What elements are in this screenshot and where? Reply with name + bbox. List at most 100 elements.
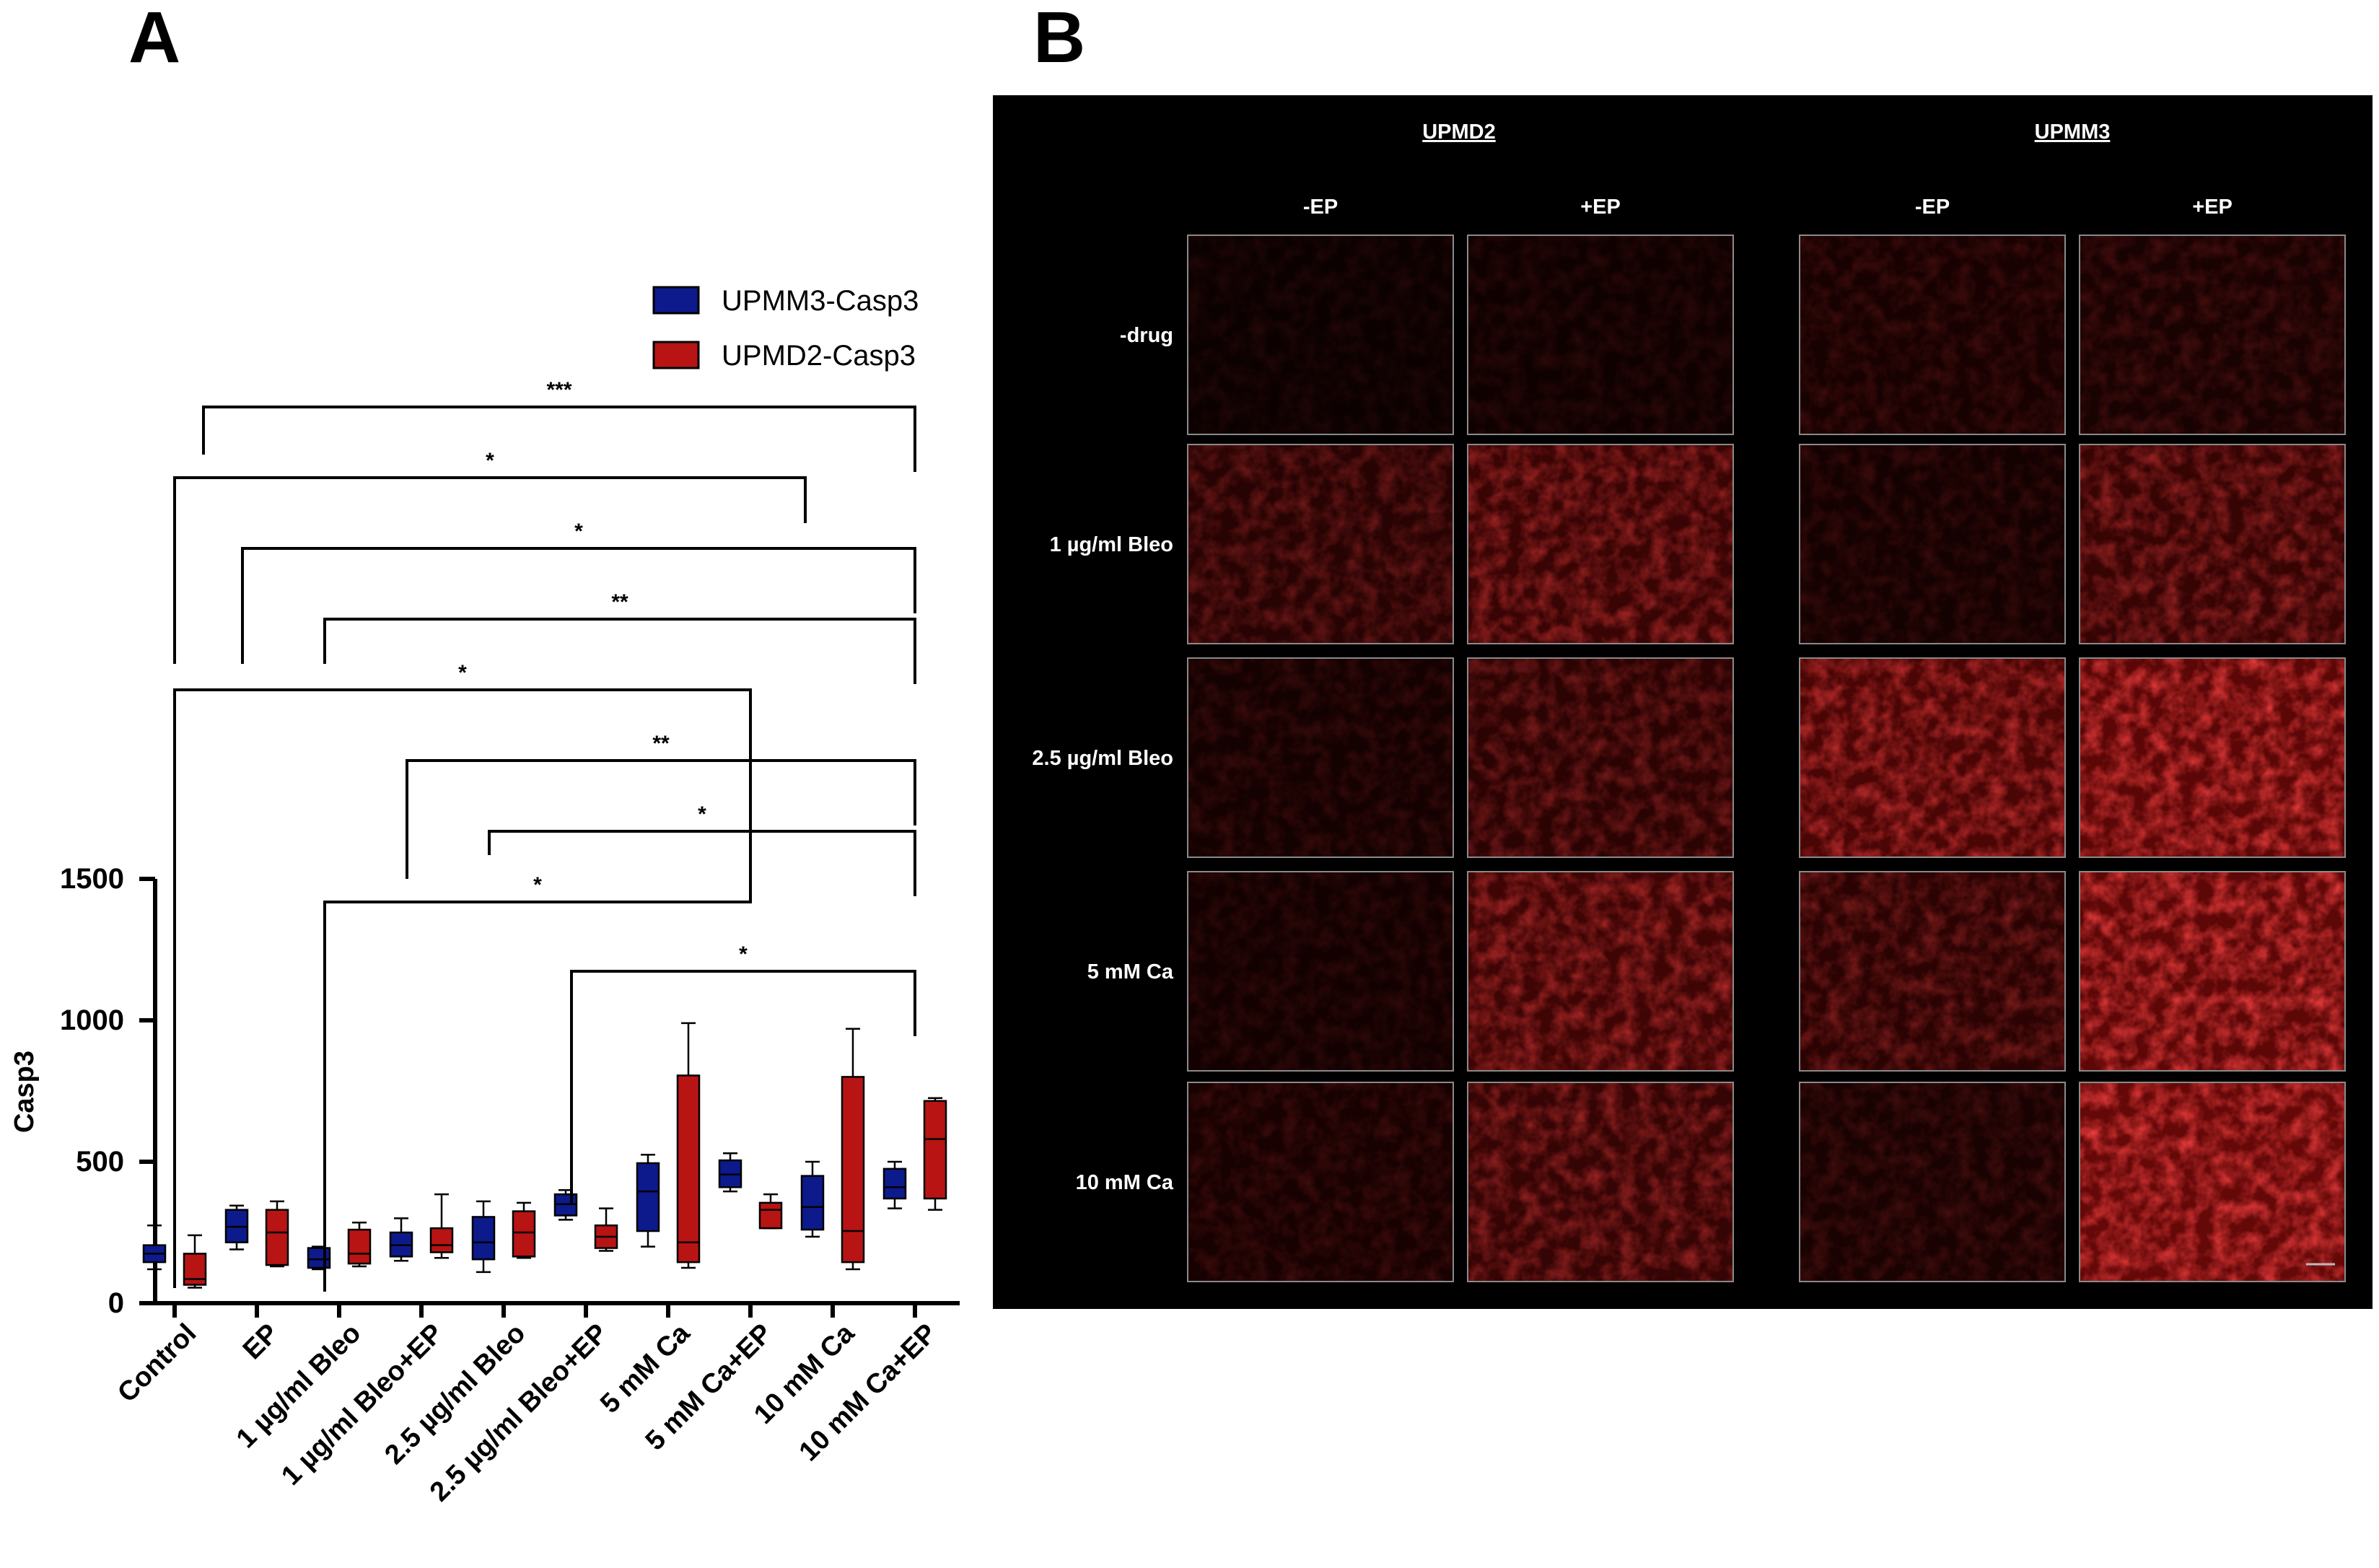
significance-label: ** <box>652 732 670 755</box>
tile-border <box>2079 871 2346 1072</box>
micrograph-tile <box>2079 235 2346 435</box>
legend: UPMM3-Casp3 UPMD2-Casp3 <box>652 285 919 372</box>
tile-border <box>2079 235 2346 435</box>
box-upmm3 <box>553 1188 578 1221</box>
tile-border <box>1799 235 2066 435</box>
x-tick-label: 2.5 µg/ml Bleo <box>379 1318 531 1471</box>
tile-border <box>1187 235 1454 435</box>
legend-swatch <box>652 341 700 369</box>
micrograph-panel: UPMD2 -EP +EP UPMM3 -EP +EP -drug 1 µg/ml Bleo 2… <box>993 95 2373 1309</box>
bracket-line <box>488 830 916 896</box>
y-tick-label: 500 <box>76 1146 124 1178</box>
micrograph-tile <box>1799 1082 2066 1282</box>
bracket-line <box>202 406 916 472</box>
tile-stain-texture <box>1188 658 1453 857</box>
significance-label: * <box>486 449 494 473</box>
row-label: 5 mM Ca <box>1087 960 1174 984</box>
bracket-line <box>173 688 752 1288</box>
micrograph-tile <box>1187 444 1454 644</box>
column-header: +EP <box>2192 196 2233 219</box>
tile-stain-texture <box>1468 444 1733 644</box>
group-title: UPMD2 <box>1422 121 1496 144</box>
box-upmd2 <box>512 1201 536 1259</box>
micrograph-tile <box>1187 871 1454 1072</box>
micrograph-tile <box>1799 444 2066 644</box>
tile-stain-texture <box>2080 1082 2345 1282</box>
tile-border <box>1187 657 1454 858</box>
box-iqr <box>429 1227 454 1253</box>
significance-bracket: * <box>570 942 916 1205</box>
micrograph-tile <box>1467 871 1734 1072</box>
tile-border <box>1467 235 1734 435</box>
micrograph-tile <box>1187 657 1454 858</box>
box-upmm3 <box>718 1152 742 1193</box>
tile-stain-texture <box>1468 658 1733 857</box>
significance-label: ** <box>611 590 628 614</box>
tile-stain-texture <box>1800 444 2065 644</box>
bracket-line <box>323 618 916 684</box>
box-iqr <box>512 1210 536 1258</box>
y-ticks: 0 500 1000 1500 <box>60 863 155 1319</box>
box-upmm3 <box>224 1204 249 1251</box>
tile-stain-texture <box>1800 658 2065 857</box>
box-upmm3 <box>389 1217 413 1262</box>
tile-border <box>1467 871 1734 1072</box>
tile-border <box>2079 444 2346 644</box>
micrograph-tile <box>1799 235 2066 435</box>
tile-stain-texture <box>1188 444 1453 644</box>
column-header: +EP <box>1580 196 1621 219</box>
box-upmd2 <box>347 1222 372 1268</box>
significance-bracket: * <box>323 736 752 1292</box>
micrograph-tile <box>2079 657 2346 858</box>
tile-stain-texture <box>2080 872 2345 1071</box>
y-tick-label: 0 <box>108 1287 124 1319</box>
group-title: UPMM3 <box>2035 121 2111 144</box>
significance-label: *** <box>546 378 571 402</box>
micrograph-tile <box>1467 444 1734 644</box>
row-label: -drug <box>1120 324 1173 347</box>
bracket-line <box>323 736 752 1292</box>
box-upmd2 <box>758 1193 783 1230</box>
significance-bracket: * <box>488 802 916 896</box>
tile-border <box>1187 871 1454 1072</box>
tile-stain-texture <box>1800 1082 2065 1282</box>
box-iqr <box>471 1216 496 1261</box>
box-iqr <box>758 1201 783 1230</box>
y-tick-label: 1000 <box>60 1004 124 1036</box>
tile-border <box>1467 444 1734 644</box>
box-iqr <box>347 1228 372 1265</box>
box-upmm3 <box>471 1200 496 1274</box>
micrograph-tile <box>1799 657 2066 858</box>
tile-stain-texture <box>1468 235 1733 434</box>
box-iqr <box>183 1253 207 1286</box>
box-upmd2 <box>429 1193 454 1259</box>
box-iqr <box>800 1175 825 1231</box>
row-label: 1 µg/ml Bleo <box>1050 533 1173 556</box>
tile-stain-texture <box>1800 872 2065 1071</box>
significance-label: * <box>698 802 706 826</box>
box-upmm3 <box>800 1160 825 1238</box>
x-tick-label: EP <box>237 1318 285 1366</box>
tile-stain-texture <box>2080 658 2345 857</box>
significance-bracket: * <box>173 661 752 1288</box>
significance-bracket: ** <box>406 732 916 879</box>
micrograph-tile <box>2079 1082 2346 1282</box>
significance-bracket: *** <box>202 378 916 472</box>
box-upmm3 <box>882 1160 907 1209</box>
legend-label: UPMM3-Casp3 <box>722 285 919 317</box>
x-tick-label: Control <box>112 1318 202 1409</box>
micrograph-tile <box>1187 1082 1454 1282</box>
box-iqr <box>676 1074 701 1263</box>
tile-border <box>2079 657 2346 858</box>
box-upmd2 <box>841 1028 865 1271</box>
box-upmd2 <box>594 1207 618 1252</box>
tile-border <box>1467 657 1734 858</box>
tile-stain-texture <box>1800 235 2065 434</box>
bracket-line <box>173 476 807 664</box>
significance-bracket: ** <box>323 590 916 684</box>
column-header: -EP <box>1303 196 1338 219</box>
tile-border <box>1187 444 1454 644</box>
significance-label: * <box>458 661 467 685</box>
panel-a-label: A <box>128 0 180 78</box>
